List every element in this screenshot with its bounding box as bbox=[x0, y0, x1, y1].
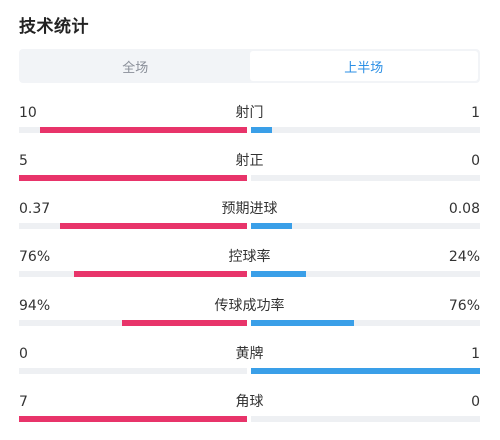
away-bar bbox=[251, 223, 293, 229]
away-bar bbox=[251, 320, 355, 326]
home-bar bbox=[60, 223, 247, 229]
home-value: 7 bbox=[19, 394, 28, 410]
away-bar bbox=[251, 368, 480, 374]
tab-full-match[interactable]: 全场 bbox=[122, 60, 149, 76]
away-bar-track bbox=[251, 223, 480, 229]
home-bar-track bbox=[19, 416, 247, 422]
stat-row-xg: 0.37 预期进球 0.08 bbox=[19, 199, 480, 239]
home-value: 0.37 bbox=[19, 201, 51, 217]
stat-label: 射门 bbox=[235, 105, 264, 121]
away-bar-track bbox=[251, 320, 480, 326]
home-bar bbox=[121, 320, 247, 326]
home-bar-track bbox=[19, 127, 247, 133]
home-value: 10 bbox=[19, 105, 37, 121]
home-bar bbox=[39, 127, 247, 133]
stat-label: 传球成功率 bbox=[214, 298, 285, 314]
stat-row-pass-accuracy: 94% 传球成功率 76% bbox=[19, 296, 480, 336]
home-value: 94% bbox=[19, 298, 51, 314]
stat-label: 控球率 bbox=[228, 249, 271, 265]
home-bar-track bbox=[19, 271, 247, 277]
away-value: 1 bbox=[471, 105, 480, 121]
stat-label: 预期进球 bbox=[221, 201, 278, 217]
away-bar-track bbox=[251, 271, 480, 277]
away-bar bbox=[251, 271, 306, 277]
away-value: 1 bbox=[471, 346, 480, 362]
stat-row-yellow-cards: 0 黄牌 1 bbox=[19, 344, 480, 384]
stat-row-shots-on-target: 5 射正 0 bbox=[19, 151, 480, 191]
home-bar-track bbox=[19, 175, 247, 181]
away-bar-track bbox=[251, 416, 480, 422]
away-value: 0 bbox=[471, 153, 480, 169]
stat-row-corners: 7 角球 0 bbox=[19, 392, 480, 432]
home-bar bbox=[19, 416, 247, 422]
stat-row-shots: 10 射门 1 bbox=[19, 103, 480, 143]
away-bar-track bbox=[251, 175, 480, 181]
period-tabs: 全场 上半场 bbox=[19, 49, 480, 83]
away-value: 76% bbox=[448, 298, 480, 314]
home-bar bbox=[73, 271, 247, 277]
home-value: 5 bbox=[19, 153, 28, 169]
stats-title: 技术统计 bbox=[19, 17, 89, 37]
tab-first-half[interactable]: 上半场 bbox=[249, 51, 478, 81]
stat-label: 黄牌 bbox=[235, 346, 264, 362]
home-bar-track bbox=[19, 320, 247, 326]
home-bar-track bbox=[19, 223, 247, 229]
home-bar bbox=[19, 175, 247, 181]
away-value: 0 bbox=[471, 394, 480, 410]
away-value: 0.08 bbox=[448, 201, 480, 217]
stat-label: 角球 bbox=[235, 394, 264, 410]
home-bar-track bbox=[19, 368, 247, 374]
home-value: 76% bbox=[19, 249, 51, 265]
away-bar-track bbox=[251, 368, 480, 374]
away-bar-track bbox=[251, 127, 480, 133]
home-value: 0 bbox=[19, 346, 28, 362]
stat-row-possession: 76% 控球率 24% bbox=[19, 247, 480, 287]
away-value: 24% bbox=[448, 249, 480, 265]
away-bar bbox=[251, 127, 272, 133]
stat-label: 射正 bbox=[235, 153, 264, 169]
